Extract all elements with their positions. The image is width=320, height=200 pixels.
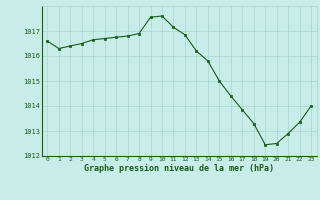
X-axis label: Graphe pression niveau de la mer (hPa): Graphe pression niveau de la mer (hPa)	[84, 164, 274, 173]
